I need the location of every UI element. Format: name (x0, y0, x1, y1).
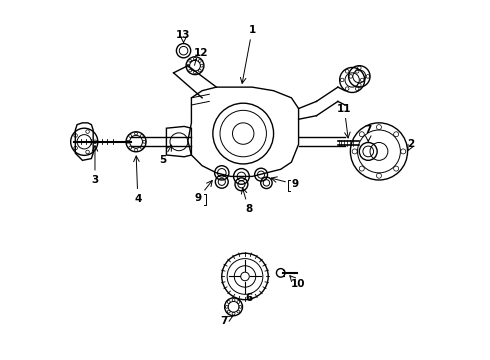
Text: 8: 8 (245, 203, 252, 213)
Text: 10: 10 (291, 279, 305, 289)
Text: 13: 13 (176, 30, 191, 40)
Text: 12: 12 (194, 48, 209, 58)
Text: 6: 6 (245, 293, 252, 303)
Text: 4: 4 (134, 194, 142, 203)
Text: 5: 5 (159, 156, 167, 165)
Text: 9: 9 (195, 193, 202, 203)
Text: 3: 3 (91, 175, 98, 185)
Text: 7: 7 (365, 125, 372, 135)
Text: 9: 9 (292, 179, 298, 189)
Text: 1: 1 (248, 25, 256, 35)
Text: 11: 11 (337, 104, 351, 113)
Text: 7: 7 (220, 316, 227, 326)
Text: 2: 2 (408, 139, 415, 149)
